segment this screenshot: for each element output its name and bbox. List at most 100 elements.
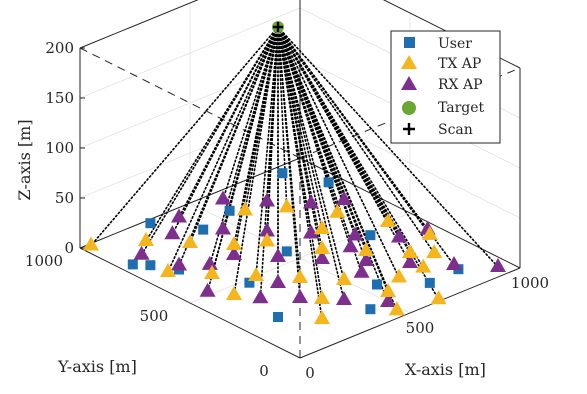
scan-ray — [277, 26, 301, 299]
tx-ap-point — [83, 236, 99, 251]
rx-ap-point — [270, 248, 286, 262]
scan-ray — [167, 26, 279, 273]
rx-ap-point — [164, 225, 181, 240]
scan-ray — [277, 26, 499, 268]
z-tick-label: 50 — [55, 189, 74, 207]
tx-ap-point — [314, 240, 330, 254]
tx-ap-point — [248, 267, 264, 281]
z-tick-label: 0 — [64, 239, 74, 257]
y-tick-label: 1000 — [25, 252, 63, 270]
scan-ray — [277, 26, 345, 201]
rx-ap-point — [303, 194, 319, 209]
rx-ap-point — [490, 258, 506, 272]
legend-user-marker — [404, 37, 415, 48]
box-edge — [79, 157, 301, 249]
scan-ray — [244, 26, 279, 212]
x-tick-label: 1000 — [511, 274, 549, 292]
scan-ray — [90, 26, 279, 247]
scan-ray — [277, 26, 400, 279]
scan-ray — [277, 26, 400, 239]
legend-scan-marker — [403, 123, 415, 135]
rx-ap-point — [259, 192, 275, 207]
tx-ap-point — [278, 198, 295, 213]
legend: User TX AP RX AP Target Scan — [390, 30, 501, 144]
user-point — [323, 177, 334, 188]
x-tick-label: 500 — [406, 319, 435, 337]
rx-ap-point — [380, 293, 396, 307]
z-tick-label: 100 — [45, 139, 74, 157]
rx-ap-point — [171, 256, 187, 271]
tx-ap-point — [314, 310, 330, 324]
legend-rx-ap-marker — [401, 76, 417, 90]
tx-ap-point — [415, 258, 432, 273]
x-axis-label: X-axis [m] — [405, 360, 486, 379]
rx-ap-point — [270, 274, 286, 288]
rx-ap-point — [314, 250, 330, 264]
tx-ap-point — [226, 236, 242, 250]
tx-ap-point — [204, 265, 220, 279]
tx-ap-point — [426, 244, 443, 259]
rx-ap-point — [133, 245, 150, 260]
y-axis-line — [79, 247, 301, 359]
rx-ap-point — [171, 208, 187, 223]
scan-ray — [171, 26, 279, 235]
data-points — [83, 21, 506, 324]
scan-ray — [277, 26, 312, 205]
scan-ray — [277, 26, 345, 301]
rx-ap-point — [336, 291, 352, 305]
scan-ray — [277, 26, 363, 274]
tx-ap-point — [292, 269, 308, 283]
rx-ap-point — [336, 191, 352, 205]
legend-target-marker — [402, 101, 416, 115]
user-point — [372, 279, 382, 290]
scan-lines — [90, 26, 499, 320]
rx-ap-point — [252, 289, 269, 304]
scan-ray — [277, 26, 288, 209]
user-point — [281, 246, 292, 257]
legend-tx-ap-marker — [401, 55, 417, 69]
user-point — [198, 224, 209, 235]
y-axis-label: Y-axis [m] — [57, 357, 137, 376]
rx-ap-point — [347, 226, 363, 241]
legend-rx-ap-label: RX AP — [438, 77, 483, 93]
tx-ap-point — [430, 290, 447, 305]
scan-point — [273, 22, 283, 32]
tx-ap-point — [182, 234, 198, 248]
scan-ray — [233, 26, 279, 256]
rx-ap-point — [353, 263, 370, 278]
tx-ap-point — [391, 268, 407, 283]
scan-ray — [266, 26, 279, 203]
user-point — [365, 304, 376, 315]
tx-ap-point — [402, 244, 418, 258]
z-axis-label: Z-axis [m] — [15, 119, 34, 200]
tx-ap-point — [421, 225, 438, 240]
tx-ap-point — [314, 220, 330, 234]
scan-ray — [277, 26, 436, 254]
y-tick-label: 0 — [259, 362, 269, 380]
tx-ap-point — [380, 283, 396, 297]
rx-ap-point — [342, 238, 359, 253]
rx-ap-point — [292, 289, 308, 303]
scan-ray — [277, 26, 312, 235]
user-point — [365, 230, 376, 241]
tx-ap-point — [138, 232, 154, 246]
scan-ray — [233, 26, 279, 296]
y-tick-label: 500 — [140, 307, 169, 325]
scan-ray — [222, 26, 279, 201]
user-point — [145, 260, 156, 271]
scan-ray — [277, 26, 323, 230]
scan-ray — [277, 26, 345, 281]
rx-ap-point — [215, 220, 231, 235]
rx-ap-point — [358, 252, 374, 266]
scan-ray — [178, 26, 279, 267]
tx-ap-point — [314, 290, 330, 304]
tx-ap-point — [358, 242, 374, 256]
scan-ray — [255, 26, 279, 277]
x-axis-line — [299, 267, 521, 359]
rx-ap-point — [226, 246, 242, 260]
scan-ray — [140, 26, 279, 256]
tx-ap-point — [237, 201, 253, 216]
legend-user-label: User — [438, 36, 472, 52]
